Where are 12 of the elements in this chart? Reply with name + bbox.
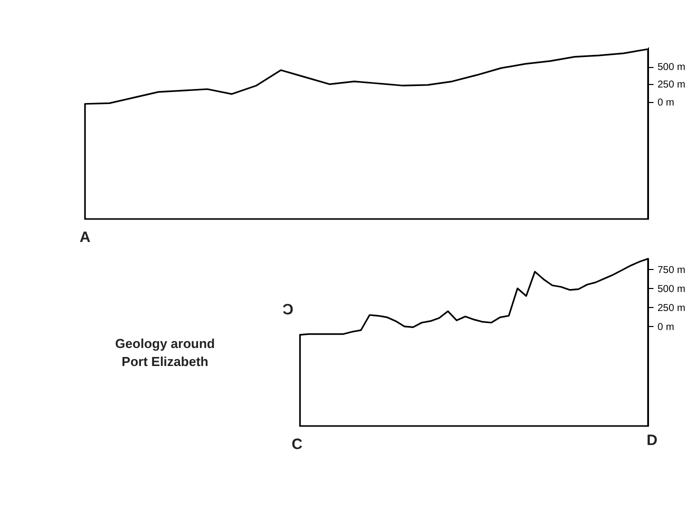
y-tick-label: 500 m <box>658 62 686 74</box>
y-tick-label: 250 m <box>658 302 686 314</box>
text: A <box>80 229 91 246</box>
y-tick-label: 0 m <box>658 322 674 333</box>
text: C <box>282 300 294 317</box>
y-tick-label: 0 m <box>658 97 674 108</box>
y-tick-label: 750 m <box>658 264 686 276</box>
y-tick-label: 250 m <box>658 80 686 91</box>
text: Geology around Port Elizabeth <box>115 336 215 369</box>
text: C <box>292 436 303 453</box>
text: D <box>646 432 658 449</box>
y-tick-label: 500 m <box>658 284 686 295</box>
